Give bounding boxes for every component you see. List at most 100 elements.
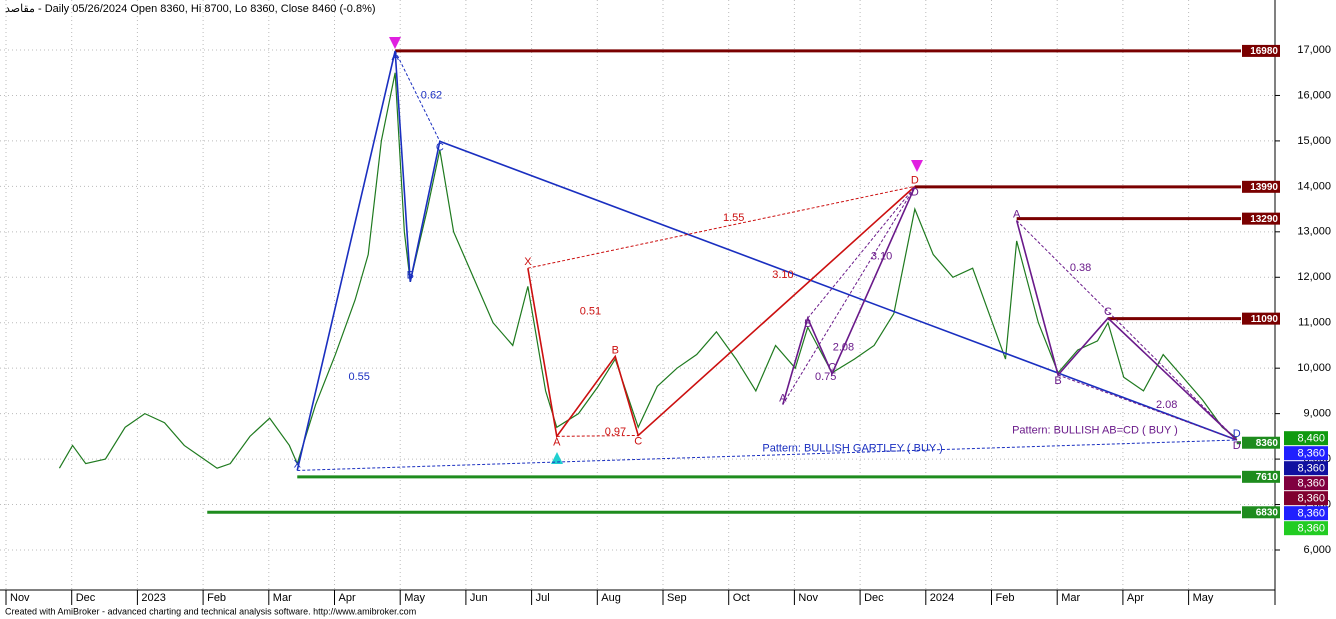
annotation: Pattern: BULLISH GARTLEY ( BUY )	[762, 443, 942, 455]
pattern-point-label: D	[1233, 428, 1241, 440]
x-tick-label: Mar	[273, 592, 292, 604]
pattern-point-label: C	[436, 141, 444, 153]
level-label-box	[1242, 180, 1280, 193]
price-badge-label: 8,460	[1297, 433, 1325, 445]
price-badge-label: 8,360	[1297, 508, 1325, 520]
pattern-point-label: C	[634, 435, 642, 447]
pattern-point-label: B	[612, 344, 619, 356]
x-tick-label: Mar	[1061, 592, 1080, 604]
annotation: 0.75	[815, 371, 836, 383]
pattern-guide	[782, 186, 916, 405]
level-label: 16980	[1250, 46, 1278, 57]
level-label: 8360	[1256, 438, 1279, 449]
pattern-guide	[556, 434, 639, 437]
pattern-point-label: A	[1013, 208, 1021, 220]
x-tick-label: Aug	[601, 592, 621, 604]
pattern-guide	[1016, 220, 1238, 441]
pattern-guide	[297, 439, 1237, 471]
x-tick-label: Nov	[798, 592, 818, 604]
y-tick-label: 6,000	[1303, 544, 1331, 556]
y-tick-label: 12,000	[1297, 271, 1331, 283]
price-badge-label: 8,360	[1297, 493, 1325, 505]
footer: Created with AmiBroker - advanced charti…	[5, 606, 416, 616]
level-label-box	[1242, 470, 1280, 483]
x-tick-label: Jun	[470, 592, 488, 604]
pattern-point-label: X	[524, 256, 532, 268]
pattern-line	[782, 186, 916, 405]
buy-marker	[551, 452, 563, 464]
pattern-point-label: B	[407, 270, 414, 282]
level-label: 11090	[1251, 314, 1279, 325]
pattern-point-label: A	[553, 436, 561, 448]
x-tick-label: May	[404, 592, 425, 604]
pattern-point-label: C	[1104, 306, 1112, 318]
sell-marker	[911, 160, 923, 172]
y-tick-label: 17,000	[1297, 44, 1331, 56]
y-tick-label: 9,000	[1303, 408, 1331, 420]
pattern-point-label: B	[1054, 375, 1061, 387]
pattern-point-label: D	[911, 187, 919, 199]
y-tick-label: 11,000	[1298, 317, 1331, 329]
annotation: 0.62	[421, 89, 442, 101]
y-tick-label: 10,000	[1297, 362, 1331, 374]
price-badge	[1284, 476, 1328, 491]
price-badge-label: 8,360	[1297, 463, 1325, 475]
annotation: 0.51	[580, 306, 601, 318]
pattern-point-label: A	[391, 51, 399, 63]
annotation: 2.08	[833, 342, 854, 354]
x-tick-label: Oct	[733, 592, 750, 604]
annotation: 2.08	[1156, 399, 1177, 411]
y-tick-label: 14,000	[1297, 180, 1331, 192]
chart-title: مقاصد - Daily 05/26/2024 Open 8360, Hi 8…	[5, 3, 376, 15]
y-tick-label: 16,000	[1297, 89, 1331, 101]
annotation: 0.55	[349, 371, 370, 383]
annotation: Pattern: BULLISH AB=CD ( BUY )	[1012, 424, 1178, 436]
price-badge	[1284, 491, 1328, 506]
pattern-guide	[1057, 374, 1237, 441]
x-tick-label: Feb	[207, 592, 226, 604]
y-tick-label: 15,000	[1297, 135, 1331, 147]
x-tick-label: Feb	[996, 592, 1015, 604]
x-tick-label: Sep	[667, 592, 687, 604]
level-label: 13290	[1250, 214, 1278, 225]
x-tick-label: Nov	[10, 592, 30, 604]
pattern-point-label: D	[911, 174, 919, 186]
pattern-point-label: X	[294, 458, 302, 470]
x-tick-label: 2023	[141, 592, 165, 604]
x-tick-label: Apr	[339, 592, 356, 604]
pattern-guide	[527, 185, 915, 269]
pattern-point-label: C	[828, 362, 836, 374]
annotation: 1.55	[723, 212, 744, 224]
price-badge	[1284, 431, 1328, 446]
price-badge	[1284, 461, 1328, 476]
price-badge-label: 8,360	[1297, 478, 1325, 490]
level-label: 13990	[1250, 182, 1278, 193]
price-badge	[1284, 446, 1328, 461]
annotation: 0.97	[605, 426, 626, 438]
level-label-box	[1242, 506, 1280, 519]
pattern-point-label: B	[804, 318, 811, 330]
grid	[0, 0, 1275, 590]
price-badge	[1284, 521, 1328, 536]
x-tick-label: Dec	[76, 592, 96, 604]
x-tick-label: Jul	[536, 592, 550, 604]
sell-marker	[389, 37, 401, 49]
x-tick-label: Dec	[864, 592, 884, 604]
pattern-point-label: D	[1233, 440, 1241, 452]
annotation: 3.10	[871, 251, 892, 263]
price-line	[58, 72, 1238, 469]
pattern-guide	[807, 186, 916, 319]
annotation: 0.38	[1070, 262, 1091, 274]
x-tick-label: Apr	[1127, 592, 1144, 604]
x-tick-label: May	[1193, 592, 1214, 604]
price-badge	[1284, 506, 1328, 521]
price-badge-label: 8,360	[1297, 448, 1325, 460]
x-tick-label: 2024	[930, 592, 954, 604]
level-label-box	[1242, 44, 1280, 57]
price-badge-label: 8,360	[1297, 523, 1325, 535]
pattern-line	[1015, 220, 1238, 441]
pattern-line	[527, 185, 916, 439]
level-label-box	[1242, 312, 1280, 325]
